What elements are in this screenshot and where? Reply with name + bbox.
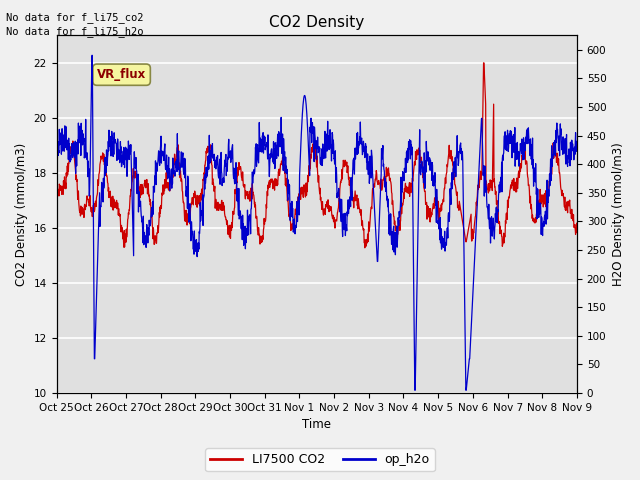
Y-axis label: H2O Density (mmol/m3): H2O Density (mmol/m3)	[612, 143, 625, 286]
Legend: LI7500 CO2, op_h2o: LI7500 CO2, op_h2o	[205, 448, 435, 471]
X-axis label: Time: Time	[302, 419, 332, 432]
Title: CO2 Density: CO2 Density	[269, 15, 364, 30]
Text: No data for f_li75_co2: No data for f_li75_co2	[6, 12, 144, 23]
Y-axis label: CO2 Density (mmol/m3): CO2 Density (mmol/m3)	[15, 143, 28, 286]
Text: VR_flux: VR_flux	[97, 68, 146, 81]
Text: No data for f_li75_h2o: No data for f_li75_h2o	[6, 26, 144, 37]
